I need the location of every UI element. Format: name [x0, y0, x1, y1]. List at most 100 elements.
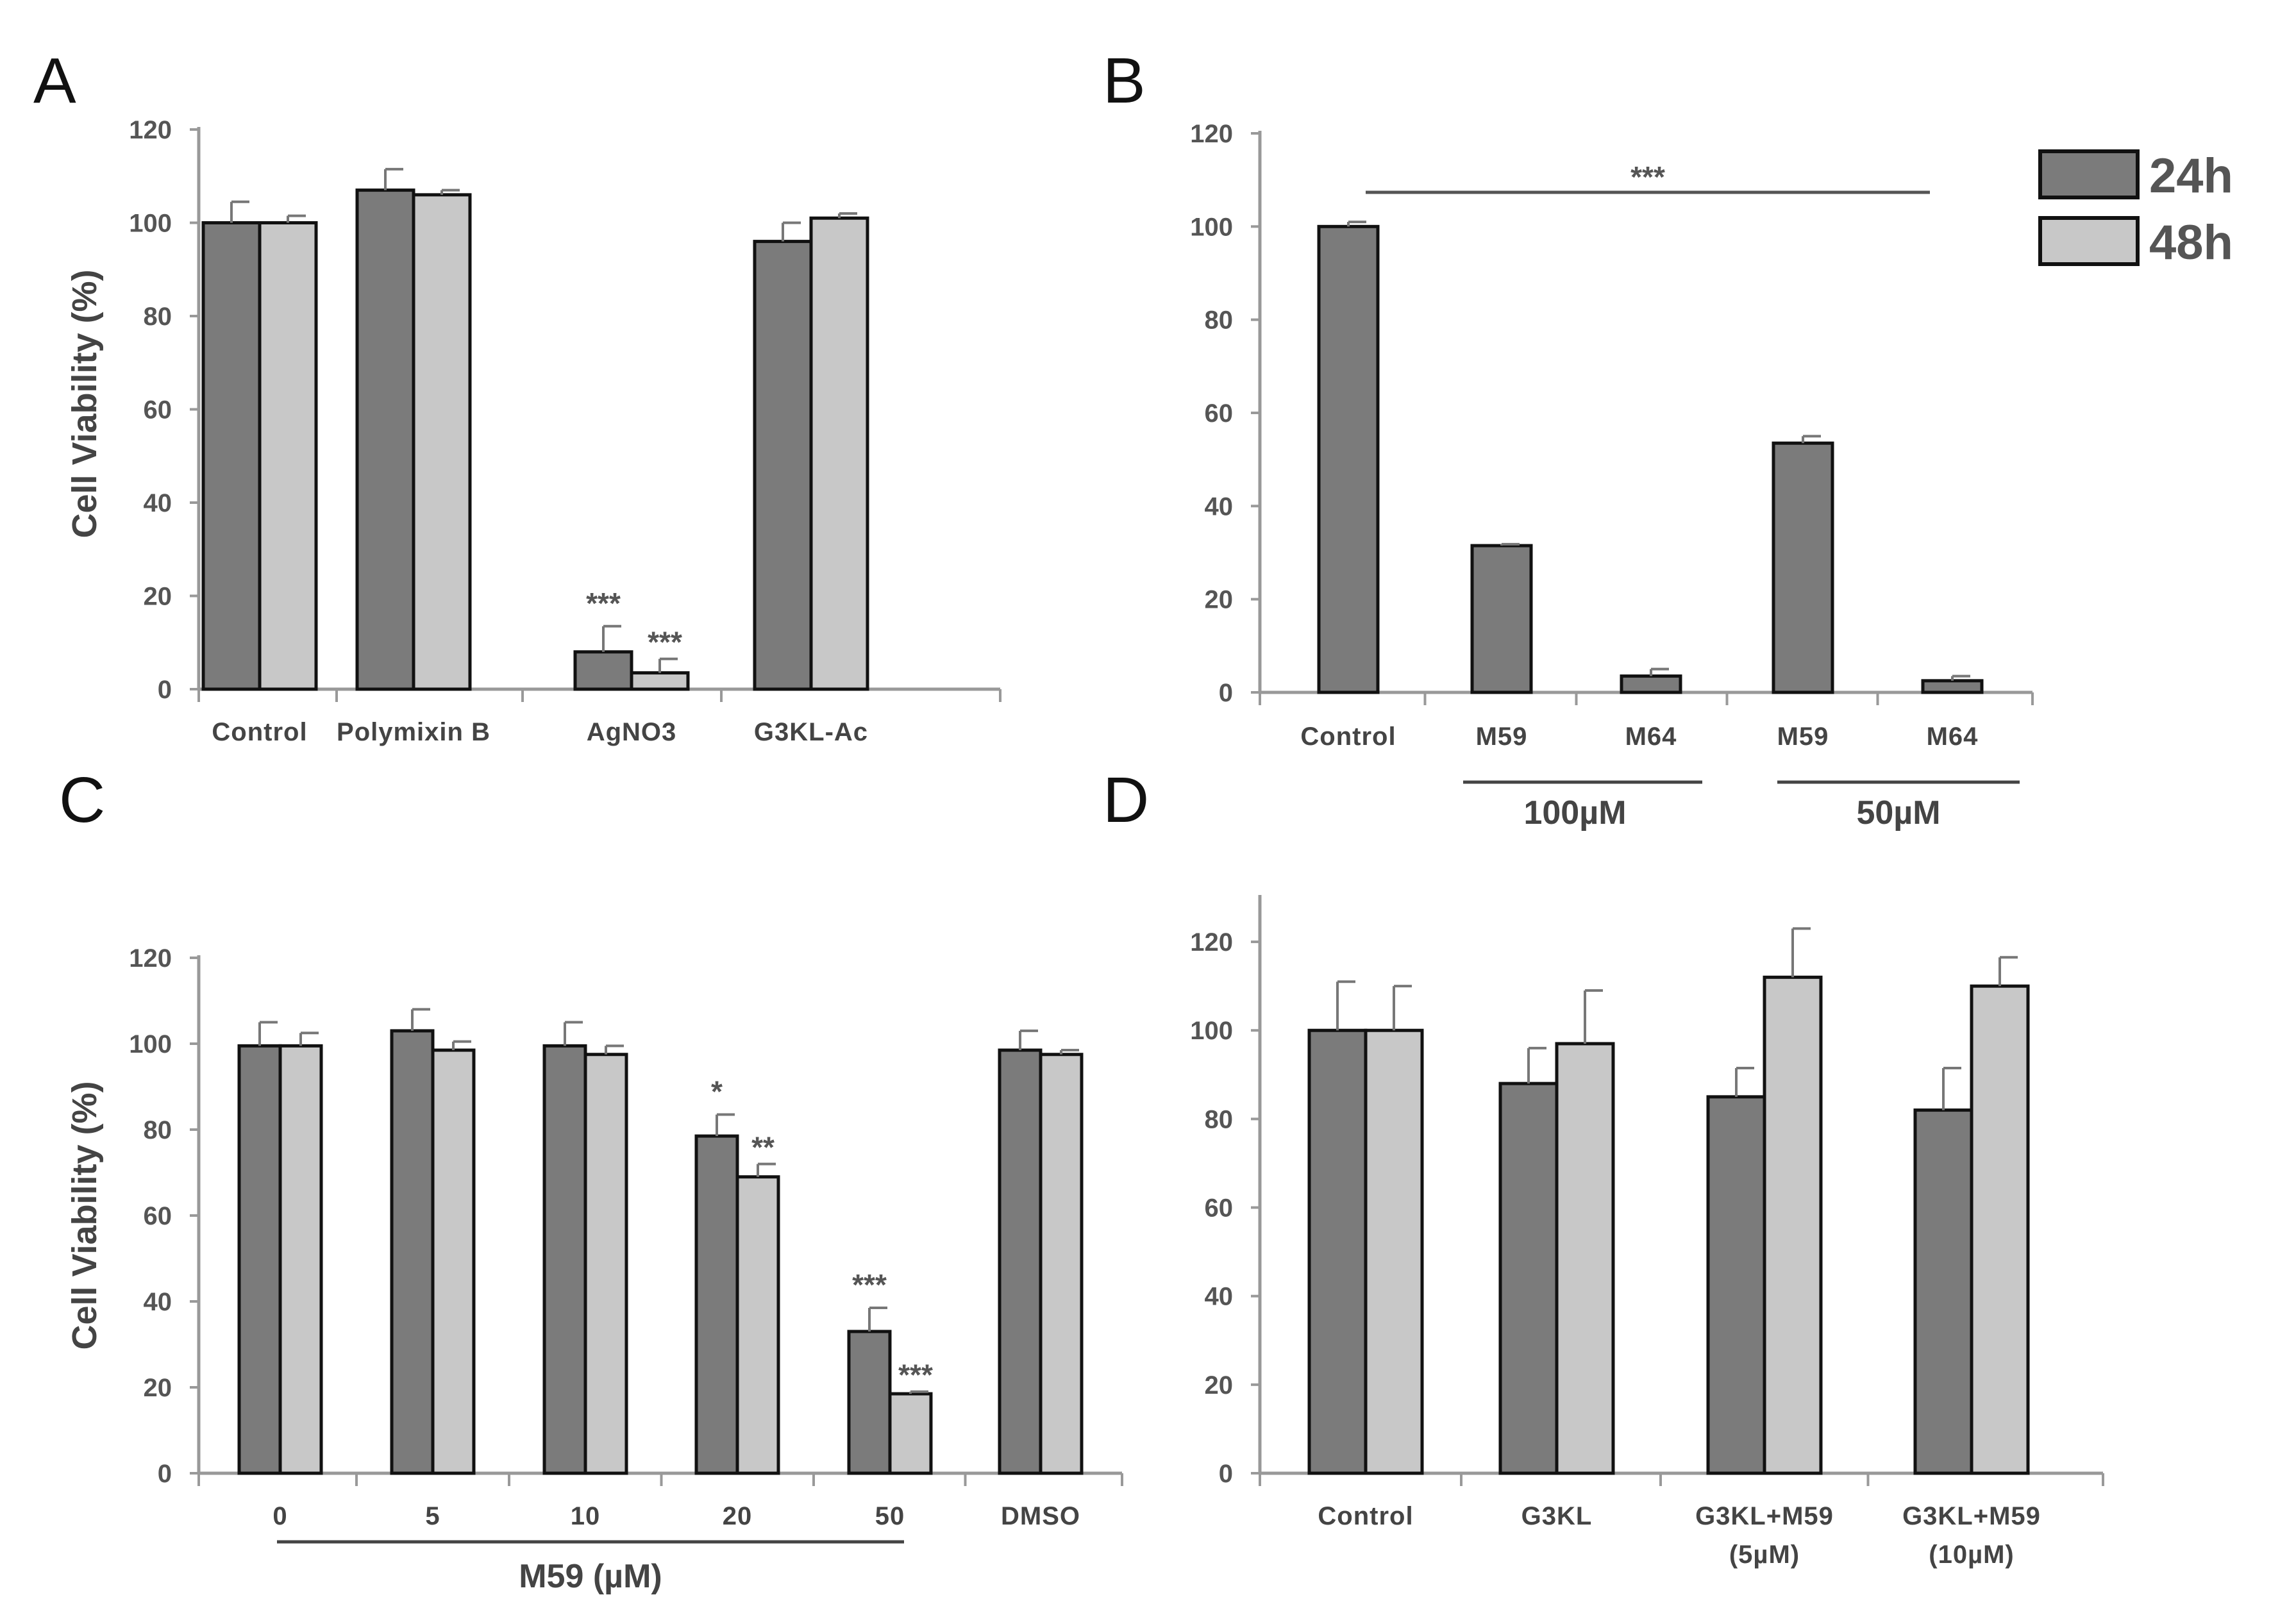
x-tick-label: M64: [1927, 723, 1979, 751]
y-tick-label: 40: [1205, 492, 1234, 521]
legend-label-24h: 24h: [2149, 149, 2233, 203]
group-label: 50µM: [1856, 794, 1940, 832]
x-tick-label: G3KL: [1521, 1502, 1593, 1530]
y-tick-label: 20: [1205, 1371, 1234, 1400]
y-tick-label: 0: [1219, 1460, 1233, 1488]
panel-b-chart: 0 20 40 60 80 100 120 Control M59 M64 M59 M64 *** 100…: [1190, 120, 2034, 832]
y-tick-label: 40: [144, 1288, 172, 1316]
x-tick-label: Control: [1300, 723, 1396, 751]
significance-marker: ***: [586, 587, 621, 620]
bar-c-50-24h: [847, 1330, 892, 1475]
panel-letter-b: B: [1103, 45, 1146, 117]
bar-a-g3kl-ac-24h: [753, 240, 813, 691]
y-tick-label: 100: [129, 210, 172, 238]
bar-d-control-48h: [1364, 1028, 1424, 1475]
significance-marker: ***: [1630, 160, 1665, 194]
y-tick-label: 0: [158, 1460, 172, 1488]
bar-a-agno3-24h: [573, 650, 633, 691]
legend-label-48h: 48h: [2149, 215, 2233, 270]
bar-b-m64-24h: [1921, 679, 1984, 694]
legend-swatch-48h: [2038, 216, 2140, 266]
significance-marker: ***: [898, 1358, 933, 1392]
x-tick-label: 20: [723, 1502, 753, 1530]
legend-swatch-24h: [2038, 149, 2140, 199]
bar-c-10-48h: [583, 1053, 628, 1475]
bar-c-20-48h: [735, 1175, 780, 1475]
y-tick-label: 0: [1219, 679, 1233, 707]
significance-marker: ***: [852, 1268, 887, 1301]
panel-letter-d: D: [1103, 764, 1149, 836]
panel-letter-a: A: [33, 45, 76, 117]
bar-a-agno3-48h: [630, 671, 690, 691]
y-tick-label: 20: [144, 583, 172, 611]
bar-b-m59-24h: [1772, 441, 1834, 694]
y-tick-label: 80: [144, 303, 172, 331]
panel-letter-c: C: [59, 764, 105, 836]
bar-b-m64-24h: [1620, 674, 1682, 694]
group-label: M59 (µM): [519, 1558, 662, 1595]
x-tick-label: G3KL-Ac: [754, 718, 868, 746]
x-tick-label: Control: [212, 718, 307, 746]
bar-d-g3kl-m59-10-m-48h: [1970, 984, 2030, 1475]
x-tick-label: DMSO: [1001, 1502, 1080, 1530]
x-tick-label: G3KL+M59: [1695, 1502, 1834, 1530]
bar-a-polymixin-b-24h: [355, 188, 415, 691]
x-tick-label: 0: [272, 1502, 287, 1530]
x-tick-label: (10µM): [1929, 1541, 2015, 1569]
y-tick-label: 20: [144, 1374, 172, 1402]
bar-c-0-24h: [237, 1044, 282, 1475]
bar-d-control-24h: [1307, 1028, 1368, 1475]
y-tick-label: 120: [129, 944, 172, 973]
y-tick-label: 60: [1205, 399, 1234, 428]
y-tick-label: 60: [144, 396, 172, 424]
bar-c-10-24h: [542, 1044, 587, 1475]
bar-d-g3kl-m59-5-m-48h: [1763, 975, 1823, 1475]
group-label: 100µM: [1523, 794, 1626, 832]
significance-marker: ***: [648, 626, 682, 659]
y-tick-label: 60: [144, 1202, 172, 1230]
bar-c-dmso-24h: [998, 1048, 1043, 1475]
x-tick-label: Polymixin B: [337, 718, 490, 746]
significance-marker: **: [751, 1131, 775, 1164]
x-tick-label: AgNO3: [587, 718, 677, 746]
y-tick-label: 120: [1190, 928, 1233, 957]
bar-c-50-48h: [888, 1392, 933, 1475]
y-tick-label: 0: [158, 676, 172, 704]
x-tick-label: 10: [571, 1502, 601, 1530]
y-tick-label: 20: [1205, 586, 1234, 614]
y-axis-title: Cell Viability (%): [65, 269, 104, 538]
x-tick-label: M59: [1777, 723, 1829, 751]
bar-c-0-48h: [278, 1044, 323, 1475]
y-tick-label: 100: [1190, 1017, 1233, 1045]
bar-c-20-24h: [694, 1134, 739, 1475]
y-tick-label: 80: [1205, 306, 1234, 335]
bar-c-dmso-48h: [1039, 1053, 1084, 1475]
bar-d-g3kl-m59-5-m-24h: [1706, 1095, 1766, 1475]
bar-d-g3kl-m59-10-m-24h: [1913, 1108, 1973, 1475]
bar-d-g3kl-48h: [1555, 1042, 1615, 1475]
bar-a-polymixin-b-48h: [412, 193, 472, 691]
x-tick-label: 5: [425, 1502, 440, 1530]
legend: 24h 48h: [2038, 149, 2233, 270]
y-tick-label: 120: [129, 116, 172, 144]
x-tick-label: Control: [1318, 1502, 1413, 1530]
bar-a-g3kl-ac-48h: [809, 216, 869, 691]
x-tick-label: (5µM): [1729, 1541, 1800, 1569]
bar-a-control-48h: [258, 221, 318, 691]
y-tick-label: 80: [1205, 1105, 1234, 1133]
bar-c-5-24h: [390, 1029, 435, 1475]
y-axis-title: Cell Viability (%): [65, 1081, 104, 1350]
y-tick-label: 120: [1190, 120, 1233, 148]
significance-marker: *: [711, 1075, 723, 1108]
y-tick-label: 80: [144, 1116, 172, 1144]
x-tick-label: G3KL+M59: [1902, 1502, 2041, 1530]
x-tick-label: 50: [875, 1502, 905, 1530]
panel-d-chart: 0 20 40 60 80 100 120 Control G3KL G3KL+M59 (5µM) G…: [1190, 895, 2104, 1569]
y-tick-label: 40: [1205, 1283, 1234, 1311]
panel-a-chart: 0 20 40 60 80 100 120 Cell Viability (%) Control…: [65, 116, 1001, 746]
x-tick-label: M64: [1625, 723, 1677, 751]
bar-c-5-48h: [431, 1048, 476, 1475]
bar-a-control-24h: [201, 221, 262, 691]
